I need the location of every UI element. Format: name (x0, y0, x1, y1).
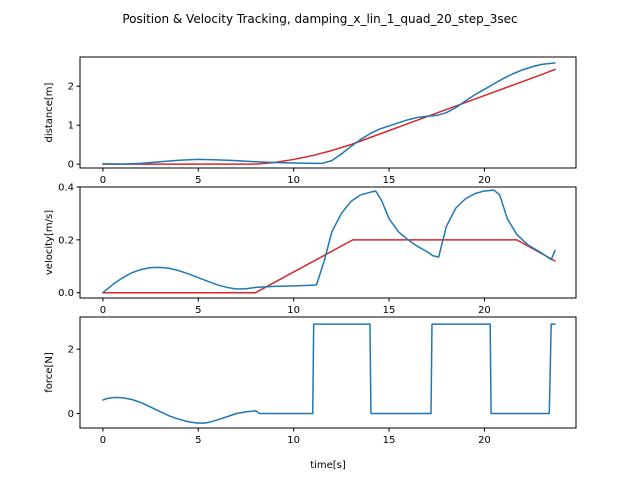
x-tick-label: 0 (100, 435, 106, 446)
x-tick-label: 5 (195, 175, 201, 186)
y-tick-label: 0.2 (58, 235, 74, 246)
x-tick-label: 0 (100, 305, 106, 316)
x-tick-label: 10 (287, 175, 300, 186)
figure-title: Position & Velocity Tracking, damping_x_… (122, 12, 517, 26)
plot-frame (79, 186, 577, 299)
series-reference-line (102, 239, 556, 294)
y-axis-label-velocity-m-s: velocity[m/s] (44, 210, 55, 275)
x-tick-label: 5 (195, 305, 201, 316)
x-tick-label: 20 (478, 435, 491, 446)
y-tick-label: 1 (68, 121, 74, 132)
x-tick-label: 20 (478, 305, 491, 316)
series-reference-line (102, 68, 556, 165)
y-axis-label-distance-m: distance[m] (44, 82, 55, 142)
series-actual-line (102, 189, 556, 294)
plot-frame (79, 56, 577, 169)
x-tick-label: 15 (383, 435, 396, 446)
y-tick-label: 0 (68, 409, 74, 420)
plot-frame (79, 316, 577, 429)
panel-2: 0 5 10 15 20 0.0 0.2 0.4 velocity[m/s] (44, 183, 577, 316)
y-tick-label: 0.0 (58, 288, 74, 299)
y-axis-label-force-n: force[N] (44, 352, 55, 393)
x-tick-label: 15 (383, 175, 396, 186)
x-tick-label: 20 (478, 175, 491, 186)
y-tick-label: 0.4 (58, 183, 74, 194)
x-tick-label: 15 (383, 305, 396, 316)
y-tick-label: 2 (68, 345, 74, 356)
x-tick-label: 5 (195, 435, 201, 446)
panel-3: 0 5 10 15 20 0 2 force[N] time[s] (44, 316, 577, 471)
y-tick-label: 2 (68, 82, 74, 93)
panel-1: 0 5 10 15 20 0 1 2 distance[m] (44, 56, 577, 186)
x-tick-label: 10 (287, 435, 300, 446)
series-actual-line (102, 62, 556, 165)
x-axis-label: time[s] (310, 460, 346, 471)
x-tick-label: 10 (287, 305, 300, 316)
series-actual-line (102, 323, 556, 424)
y-tick-label: 0 (68, 160, 74, 171)
x-tick-label: 0 (100, 175, 106, 186)
